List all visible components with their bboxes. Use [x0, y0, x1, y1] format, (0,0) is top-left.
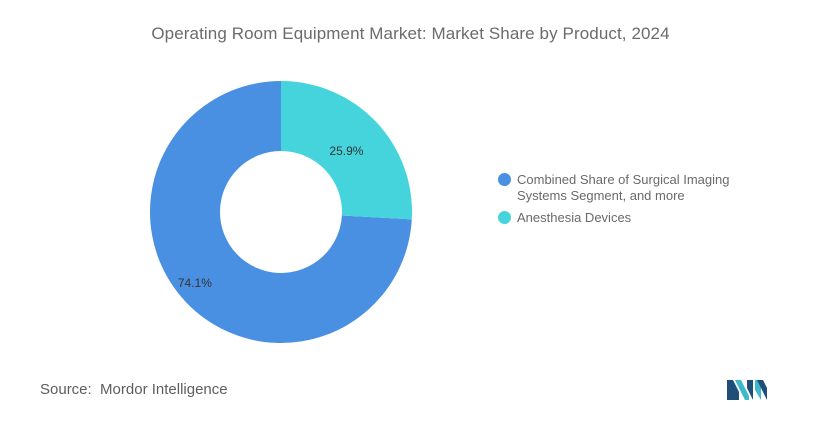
- legend-label-line2: Systems Segment, and more: [517, 188, 685, 203]
- slice-anesthesia-label: 25.9%: [329, 144, 363, 158]
- legend-label-surgical-imaging: Combined Share of Surgical Imaging Syste…: [517, 172, 729, 204]
- chart-title: Operating Room Equipment Market: Market …: [151, 24, 670, 43]
- source-note: Source: Mordor Intelligence: [40, 381, 228, 398]
- legend-swatch-surgical-imaging: [498, 173, 511, 186]
- legend-swatch-anesthesia: [498, 211, 511, 224]
- source-value: Mordor Intelligence: [100, 381, 228, 398]
- source-label: Source:: [40, 381, 92, 398]
- chart-legend: Combined Share of Surgical Imaging Syste…: [498, 172, 778, 232]
- legend-item-anesthesia: Anesthesia Devices: [498, 210, 778, 226]
- legend-label-line1: Combined Share of Surgical Imaging: [517, 172, 730, 187]
- mordor-intelligence-logo-icon: [727, 380, 767, 400]
- legend-label-anesthesia: Anesthesia Devices: [517, 210, 632, 225]
- legend-item-surgical-imaging: Combined Share of Surgical Imaging Syste…: [498, 172, 778, 204]
- slice-surgical-imaging: [150, 81, 412, 343]
- slice-anesthesia: [281, 81, 412, 220]
- slice-surgical-imaging-label: 74.1%: [178, 276, 212, 290]
